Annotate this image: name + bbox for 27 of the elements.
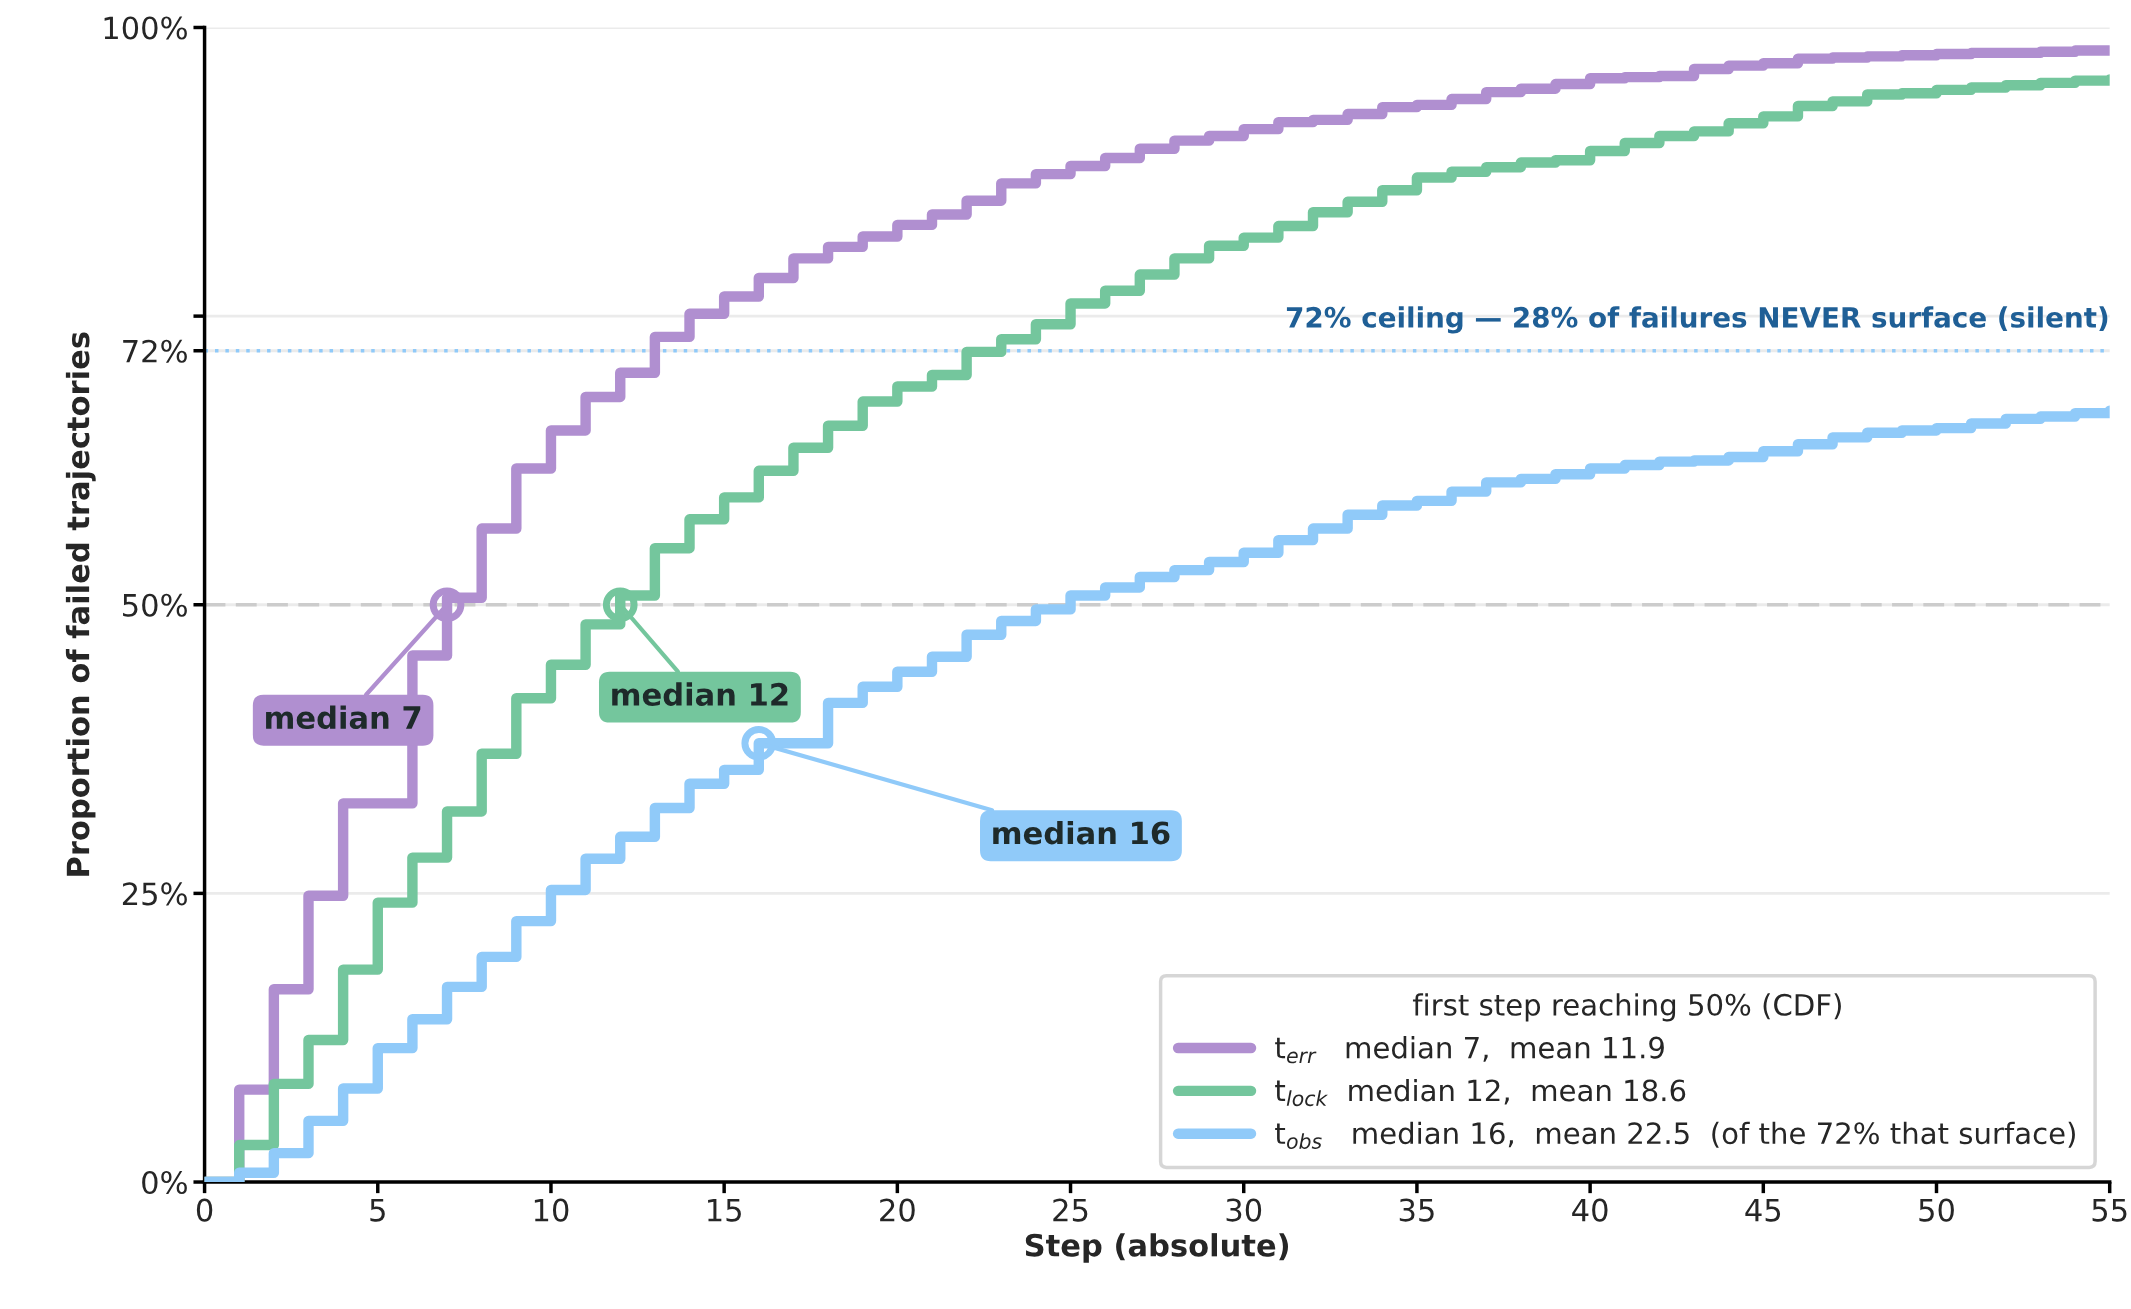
y-tick-label: 0% (142, 1170, 187, 1195)
y-tick-label: 25% (122, 882, 187, 906)
x-tick-label: 45 (1745, 1198, 1781, 1222)
text: t$_{err}$ median 7, mean 11.9 (1275, 1036, 1664, 1064)
ref-line-label: 72% ceiling — 28% of failures NEVER surface (silent) (1286, 306, 2108, 334)
legend-title: first step reaching 50% (CDF) (1412, 993, 1841, 1022)
legend-label: t$_{lock}$ median 12, mean 18.6 (1275, 1078, 1686, 1107)
y-axis-title: Proportion of failed trajectories (65, 332, 96, 876)
x-tick-label: 20 (880, 1198, 915, 1222)
x-tick-label: 0 (196, 1198, 213, 1222)
y-tick-label: 100% (104, 16, 187, 40)
x-tick-label: 30 (1226, 1198, 1262, 1222)
annotation: median 16 (993, 820, 1170, 845)
y-tick-label: 50% (123, 593, 187, 617)
x-tick-label: 55 (2092, 1198, 2127, 1222)
annotation: median 7 (266, 705, 421, 730)
x-tick-label: 25 (1053, 1198, 1088, 1222)
x-tick-label: 10 (534, 1198, 569, 1222)
x-tick-label: 5 (370, 1198, 385, 1222)
annotation: median 12 (612, 682, 788, 706)
x-axis-title: Step (absolute) (1025, 1233, 1289, 1263)
x-tick-label: 40 (1572, 1198, 1608, 1222)
text: t$_{obs}$ median 16, mean 22.5 (of the 72% that surface) (1275, 1121, 2075, 1149)
x-tick-label: 50 (1919, 1198, 1954, 1222)
x-tick-label: 15 (708, 1198, 741, 1222)
y-tick-label: 72% (123, 339, 187, 363)
x-tick-label: 35 (1399, 1198, 1434, 1222)
